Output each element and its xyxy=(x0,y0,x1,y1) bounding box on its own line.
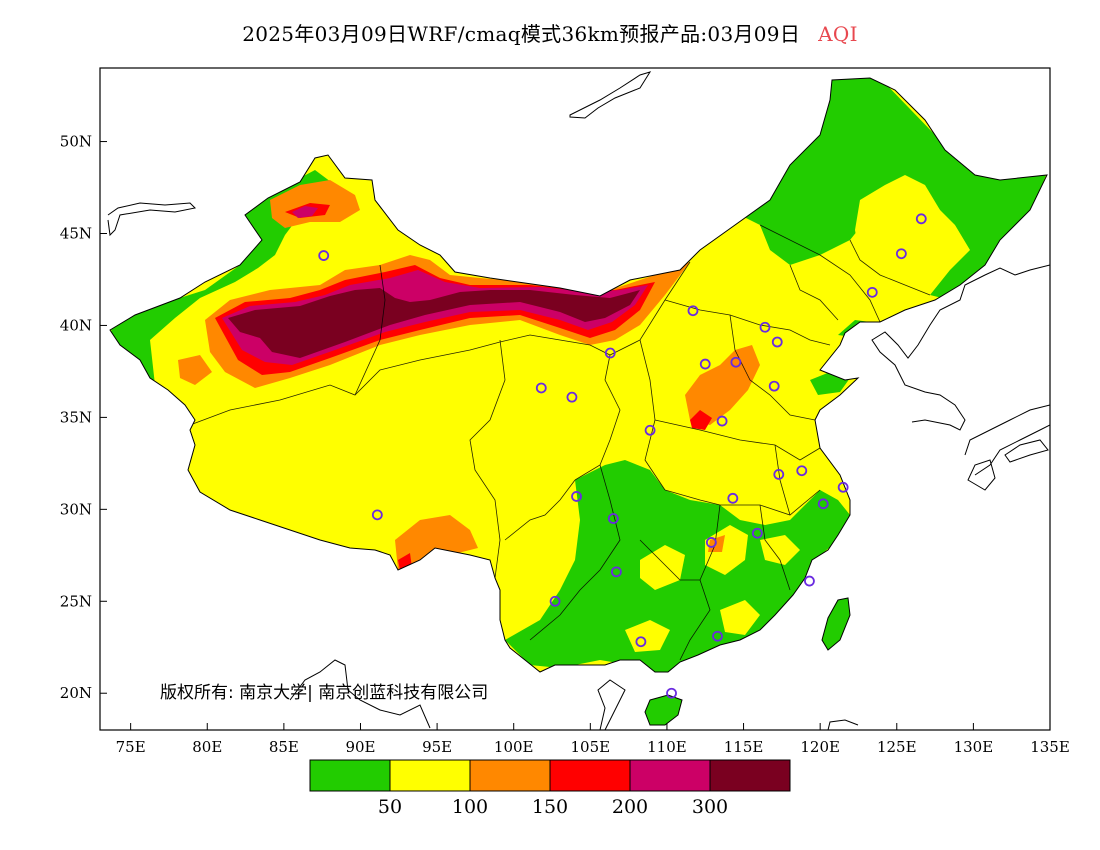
map-area xyxy=(107,71,1050,730)
title-product: AQI xyxy=(818,22,858,46)
hainan-island xyxy=(644,694,683,726)
title-main: 2025年03月09日WRF/cmaq模式36km预报产品:03月09日 xyxy=(242,22,801,46)
border-lines xyxy=(107,71,1050,730)
lat-tick-label: 30N xyxy=(60,500,92,518)
station-marker xyxy=(759,321,771,333)
lat-tick-label: 20N xyxy=(60,684,92,702)
station-marker xyxy=(712,630,723,642)
lon-tick-label: 135E xyxy=(1030,738,1070,756)
station-marker xyxy=(727,492,739,504)
station-marker xyxy=(768,380,780,392)
station-marker xyxy=(644,424,656,436)
lon-tick-label: 115E xyxy=(724,738,764,756)
lat-tick-label: 45N xyxy=(60,225,92,243)
legend-swatch xyxy=(629,759,711,792)
copyright-text: 版权所有: 南京大学| 南京创蓝科技有限公司 xyxy=(160,683,488,703)
lon-tick-label: 120E xyxy=(800,738,840,756)
lon-tick-label: 95E xyxy=(422,738,452,756)
station-marker xyxy=(796,465,808,477)
station-marker xyxy=(730,356,742,368)
station-marker xyxy=(635,636,647,648)
station-marker xyxy=(804,575,815,587)
lon-tick-label: 85E xyxy=(269,738,299,756)
lat-tick-label: 35N xyxy=(60,408,92,426)
station-marker xyxy=(318,250,330,261)
legend-label: 50 xyxy=(378,796,402,818)
legend-swatch xyxy=(549,759,631,792)
lon-tick-label: 80E xyxy=(192,738,222,756)
lat-tick-label: 40N xyxy=(60,316,92,334)
legend-swatch xyxy=(469,759,551,792)
station-marker xyxy=(610,566,622,578)
lon-tick-label: 110E xyxy=(647,738,687,756)
lon-tick-label: 130E xyxy=(954,738,994,756)
lon-tick-label: 100E xyxy=(494,738,534,756)
station-marker xyxy=(705,537,717,548)
station-marker xyxy=(866,286,878,298)
legend-label: 100 xyxy=(452,796,488,818)
lon-tick-label: 90E xyxy=(345,738,375,756)
lat-tick-label: 50N xyxy=(60,133,92,151)
axis-ticks: 75E 80E 85E 90E 95E 100E 105E 110E 115E 120E 125E 1… xyxy=(60,133,1070,756)
station-marker xyxy=(604,347,616,359)
color-legend: 50 100 150 200 300 xyxy=(309,759,791,818)
station-marker xyxy=(817,498,829,510)
legend-swatch xyxy=(309,759,391,792)
station-marker xyxy=(716,415,728,427)
aqi-field xyxy=(110,78,1047,672)
station-marker xyxy=(687,305,699,317)
taiwan-island xyxy=(821,597,851,651)
lat-tick-label: 25N xyxy=(60,592,92,610)
station-marker xyxy=(751,527,763,539)
map-frame xyxy=(99,67,1051,731)
station-marker xyxy=(535,382,547,394)
legend-label: 200 xyxy=(612,796,648,818)
station-marker xyxy=(915,213,927,225)
city-stations xyxy=(318,213,927,699)
station-marker xyxy=(837,481,849,493)
legend-label: 150 xyxy=(532,796,568,818)
lon-tick-label: 105E xyxy=(571,738,611,756)
legend-swatch xyxy=(709,759,791,792)
lon-tick-label: 125E xyxy=(877,738,917,756)
station-marker xyxy=(571,491,582,502)
lon-tick-label: 75E xyxy=(116,738,146,756)
station-marker xyxy=(895,248,907,260)
station-marker xyxy=(666,687,677,699)
station-marker xyxy=(371,509,383,521)
legend-label: 300 xyxy=(692,796,728,818)
station-marker xyxy=(607,513,619,524)
station-marker xyxy=(699,358,711,370)
china-outline xyxy=(109,77,1048,673)
map-title: 2025年03月09日WRF/cmaq模式36km预报产品:03月09日 AQI xyxy=(0,18,1100,47)
station-marker xyxy=(771,336,783,348)
station-marker xyxy=(773,468,785,480)
station-marker xyxy=(549,595,561,607)
station-marker xyxy=(566,391,578,403)
legend-swatch xyxy=(389,759,471,792)
